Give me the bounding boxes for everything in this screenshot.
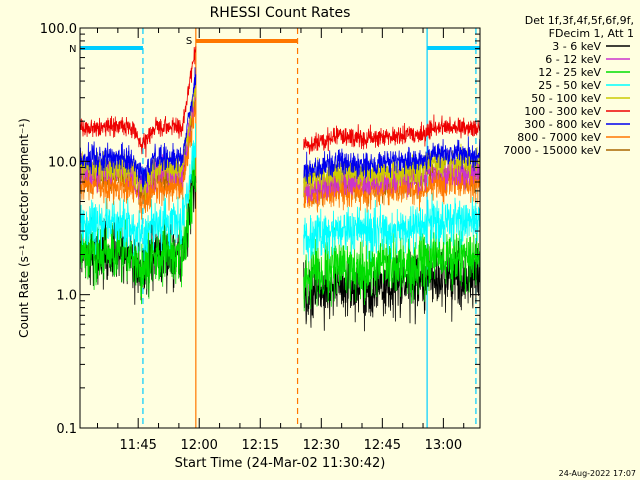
- y-tick-label: 100.0: [40, 22, 77, 37]
- series-line: [79, 46, 197, 158]
- legend-label: 800 - 7000 keV: [517, 131, 601, 144]
- legend-header-line: Det 1f,3f,4f,5f,6f,9f,: [525, 14, 634, 27]
- series-line: [303, 192, 481, 263]
- x-tick-label: 12:00: [180, 438, 217, 453]
- legend: Det 1f,3f,4f,5f,6f,9f,FDecim 1, Att 13 -…: [503, 14, 634, 157]
- legend-label: 25 - 50 keV: [538, 79, 601, 92]
- legend-header-line: FDecim 1, Att 1: [549, 27, 634, 40]
- x-tick-label: 12:45: [364, 438, 401, 453]
- plot-frame: [79, 27, 481, 429]
- x-tick-label: 12:15: [242, 438, 279, 453]
- y-tick-label: 10.0: [48, 155, 77, 170]
- axis-layer: 0.1 1.0 10.0 100.0 11:45 12:00 12:15 12:30 12:45…: [40, 22, 480, 453]
- annotation-label: N: [69, 44, 76, 55]
- series-line: [79, 67, 197, 190]
- y-tick-label: 1.0: [56, 289, 77, 304]
- x-tick-label: 11:45: [119, 438, 156, 453]
- footer-date: 24-Aug-2022 17:07: [559, 469, 636, 478]
- series-line: [79, 100, 197, 220]
- legend-label: 300 - 800 keV: [524, 118, 601, 131]
- series-line: [79, 123, 197, 261]
- legend-label: 6 - 12 keV: [545, 53, 601, 66]
- legend-label: 3 - 6 keV: [552, 40, 601, 53]
- y-axis-label: Count Rate (s⁻¹ detector segment⁻¹): [17, 118, 31, 338]
- series-line: [303, 136, 481, 184]
- plot-layer: NS: [69, 28, 481, 428]
- annotation-label: S: [186, 36, 192, 47]
- legend-label: 12 - 25 keV: [538, 66, 601, 79]
- legend-label: 100 - 300 keV: [524, 105, 601, 118]
- y-tick-label: 0.1: [56, 422, 77, 437]
- x-tick-label: 13:00: [425, 438, 462, 453]
- legend-label: 50 - 100 keV: [531, 92, 601, 105]
- series-line: [303, 216, 481, 312]
- series-line: [79, 153, 197, 305]
- series-line: [303, 159, 481, 213]
- x-axis-label: Start Time (24-Mar-02 11:30:42): [175, 456, 386, 471]
- chart-title: RHESSI Count Rates: [210, 5, 351, 21]
- legend-label: 7000 - 15000 keV: [503, 144, 601, 157]
- series-line: [303, 114, 481, 156]
- x-tick-label: 12:30: [303, 438, 340, 453]
